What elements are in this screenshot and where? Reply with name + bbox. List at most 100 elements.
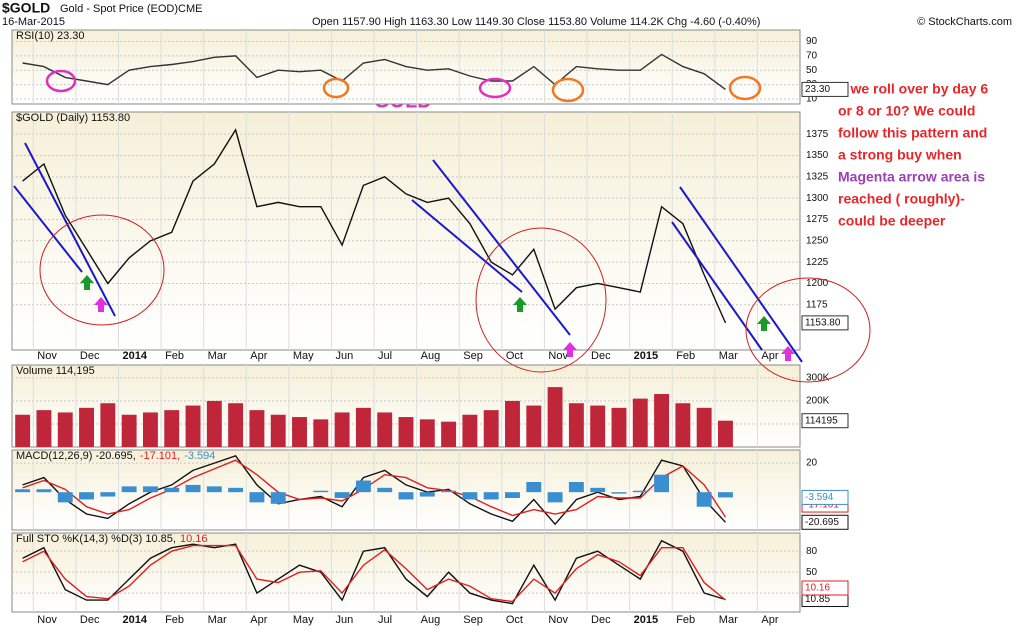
y-tick-label: 1300: [806, 193, 829, 204]
x-tick-label: Nov: [548, 350, 568, 362]
x-tick-label: Jul: [378, 614, 392, 626]
value-box: [801, 489, 849, 505]
x-tick-label: Apr: [250, 614, 267, 626]
histogram-bar: [228, 487, 244, 493]
volume-bar: [292, 417, 307, 447]
histogram-bar: [57, 492, 73, 503]
y-tick-label: 1200: [806, 278, 829, 289]
x-tick-label: Dec: [80, 614, 100, 626]
y-tick-label: 1350: [806, 150, 829, 161]
histogram-bar: [79, 492, 94, 500]
y-tick-label: 300K: [806, 373, 830, 384]
x-tick-label: 2015: [634, 614, 658, 626]
value-box: [801, 413, 849, 429]
note-line: a strong buy when: [838, 147, 962, 163]
volume-bar: [142, 412, 158, 447]
value-box-label: 1153.80: [805, 318, 841, 329]
volume-bar: [526, 405, 542, 447]
volume-bar: [611, 407, 627, 447]
legend-entry: 10.16: [180, 533, 208, 545]
volume-bar: [313, 419, 329, 447]
volume-bar: [718, 420, 733, 447]
x-tick-label: 2015: [634, 350, 658, 362]
volume-bar: [206, 400, 222, 447]
value-box-label: -20.695: [805, 517, 839, 528]
volume-bar: [57, 412, 73, 447]
x-tick-label: 2014: [122, 350, 147, 362]
value-box: [801, 580, 849, 596]
histogram-bar: [249, 492, 265, 503]
quote: Open 1157.90 High 1163.30 Low 1149.30 Cl…: [312, 16, 760, 28]
x-tick-label: Sep: [463, 350, 483, 362]
volume-bar: [441, 421, 457, 447]
x-tick-label: May: [293, 350, 314, 362]
note-line: or 8 or 10? We could: [838, 103, 975, 119]
value-box-label: 23.30: [805, 84, 830, 95]
histogram-bar: [142, 486, 158, 493]
series-line: [22, 454, 727, 526]
date: 16-Mar-2015: [2, 16, 65, 28]
volume-bar: [419, 419, 435, 447]
volume-bar: [568, 403, 584, 447]
x-tick-label: Dec: [591, 614, 611, 626]
volume-bar: [398, 417, 414, 447]
x-tick-label: Jun: [335, 350, 353, 362]
volume-bar: [377, 412, 393, 447]
volume-bar: [654, 394, 670, 447]
histogram-bar: [398, 492, 414, 500]
value-box: [801, 514, 849, 530]
x-tick-label: May: [293, 614, 314, 626]
y-tick-label: 1225: [806, 257, 829, 268]
x-tick-label: Aug: [421, 614, 441, 626]
volume-bar: [334, 412, 350, 447]
volume-bar: [462, 414, 478, 447]
histogram-bar: [164, 487, 180, 493]
note-line: Magenta arrow area is: [838, 169, 985, 185]
y-tick-label: 1325: [806, 171, 829, 182]
value-box-label: 114195: [805, 415, 838, 426]
note-line: follow this pattern and: [838, 125, 987, 141]
y-tick-label: 200K: [806, 396, 830, 407]
x-tick-label: Aug: [421, 350, 441, 362]
histogram-bar: [505, 492, 520, 498]
histogram-bar: [121, 486, 137, 493]
histogram-bar: [718, 492, 733, 498]
volume-bar: [15, 414, 31, 447]
x-tick-label: Nov: [37, 350, 57, 362]
symbol: $GOLD: [2, 0, 50, 16]
x-tick-label: Sep: [463, 614, 483, 626]
panel-title: RSI(10) 23.30: [16, 30, 84, 42]
y-tick-label: 1275: [806, 214, 829, 225]
histogram-bar: [568, 482, 584, 493]
volume-bar: [36, 410, 52, 447]
histogram-bar: [419, 492, 435, 497]
note-line: could be deeper: [838, 213, 946, 229]
volume-bar: [100, 403, 116, 447]
volume-bar: [228, 403, 244, 447]
x-tick-label: Nov: [548, 614, 568, 626]
volume-bar: [79, 407, 94, 447]
y-tick-label: 50: [806, 567, 818, 578]
histogram-bar: [206, 486, 222, 493]
instrument-name: Gold - Spot Price (EOD): [60, 3, 178, 15]
x-tick-label: Oct: [506, 614, 523, 626]
value-box-label: 10.16: [805, 583, 830, 594]
legend-entry: Full STO %K(14,3) %D(3) 10.85,: [16, 533, 176, 545]
x-tick-label: Mar: [719, 614, 738, 626]
legend-entry: -17.101,: [140, 450, 180, 462]
value-box: [801, 81, 849, 97]
value-box-label: 10.85: [805, 594, 830, 605]
histogram-bar: [526, 482, 542, 493]
x-tick-label: Feb: [676, 350, 695, 362]
y-tick-label: 80: [806, 546, 818, 557]
y-tick-label: 1375: [806, 129, 829, 140]
histogram-bar: [441, 490, 457, 493]
x-tick-label: Feb: [165, 614, 184, 626]
y-tick-label: 1175: [806, 299, 828, 310]
x-tick-label: Apr: [761, 350, 778, 362]
volume-bar: [121, 414, 137, 447]
note-line: reached ( roughly)-: [838, 191, 965, 207]
histogram-bar: [590, 487, 606, 493]
x-tick-label: Mar: [719, 350, 738, 362]
